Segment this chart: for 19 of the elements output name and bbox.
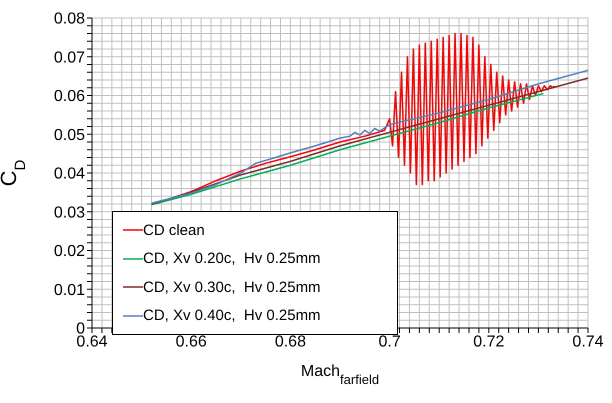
legend-label: CD clean: [143, 222, 205, 239]
legend-label: CD, Xv 0.40c, Hv 0.25mm: [143, 307, 321, 324]
x-tick-label: 0.66: [176, 333, 207, 350]
x-axis-title: Mach$_{farfield}$: [300, 363, 380, 386]
y-tick-label: 0.06: [54, 88, 86, 106]
x-tick-label: 0.72: [473, 333, 504, 350]
x-tick-label: 0.7: [378, 333, 401, 350]
y-tick-label: 0.04: [54, 166, 86, 183]
y-tick-label: 0.07: [54, 49, 86, 66]
x-tick-label: 0.68: [274, 333, 306, 350]
y-tick-label: 0.01: [54, 282, 86, 299]
line-series: [150, 92, 544, 206]
x-tick-label: 0.74: [572, 333, 604, 350]
y-tick-label: 0.02: [54, 243, 86, 260]
y-tick-label: 0.03: [54, 204, 86, 222]
legend-label: CD, Xv 0.30c, Hv 0.25mm: [143, 278, 321, 296]
y-tick-label: 0.08: [54, 10, 86, 28]
legend-label: CD, Xv 0.20c, Hv 0.25mm: [143, 250, 321, 268]
y-tick-label: 0.05: [54, 126, 86, 144]
